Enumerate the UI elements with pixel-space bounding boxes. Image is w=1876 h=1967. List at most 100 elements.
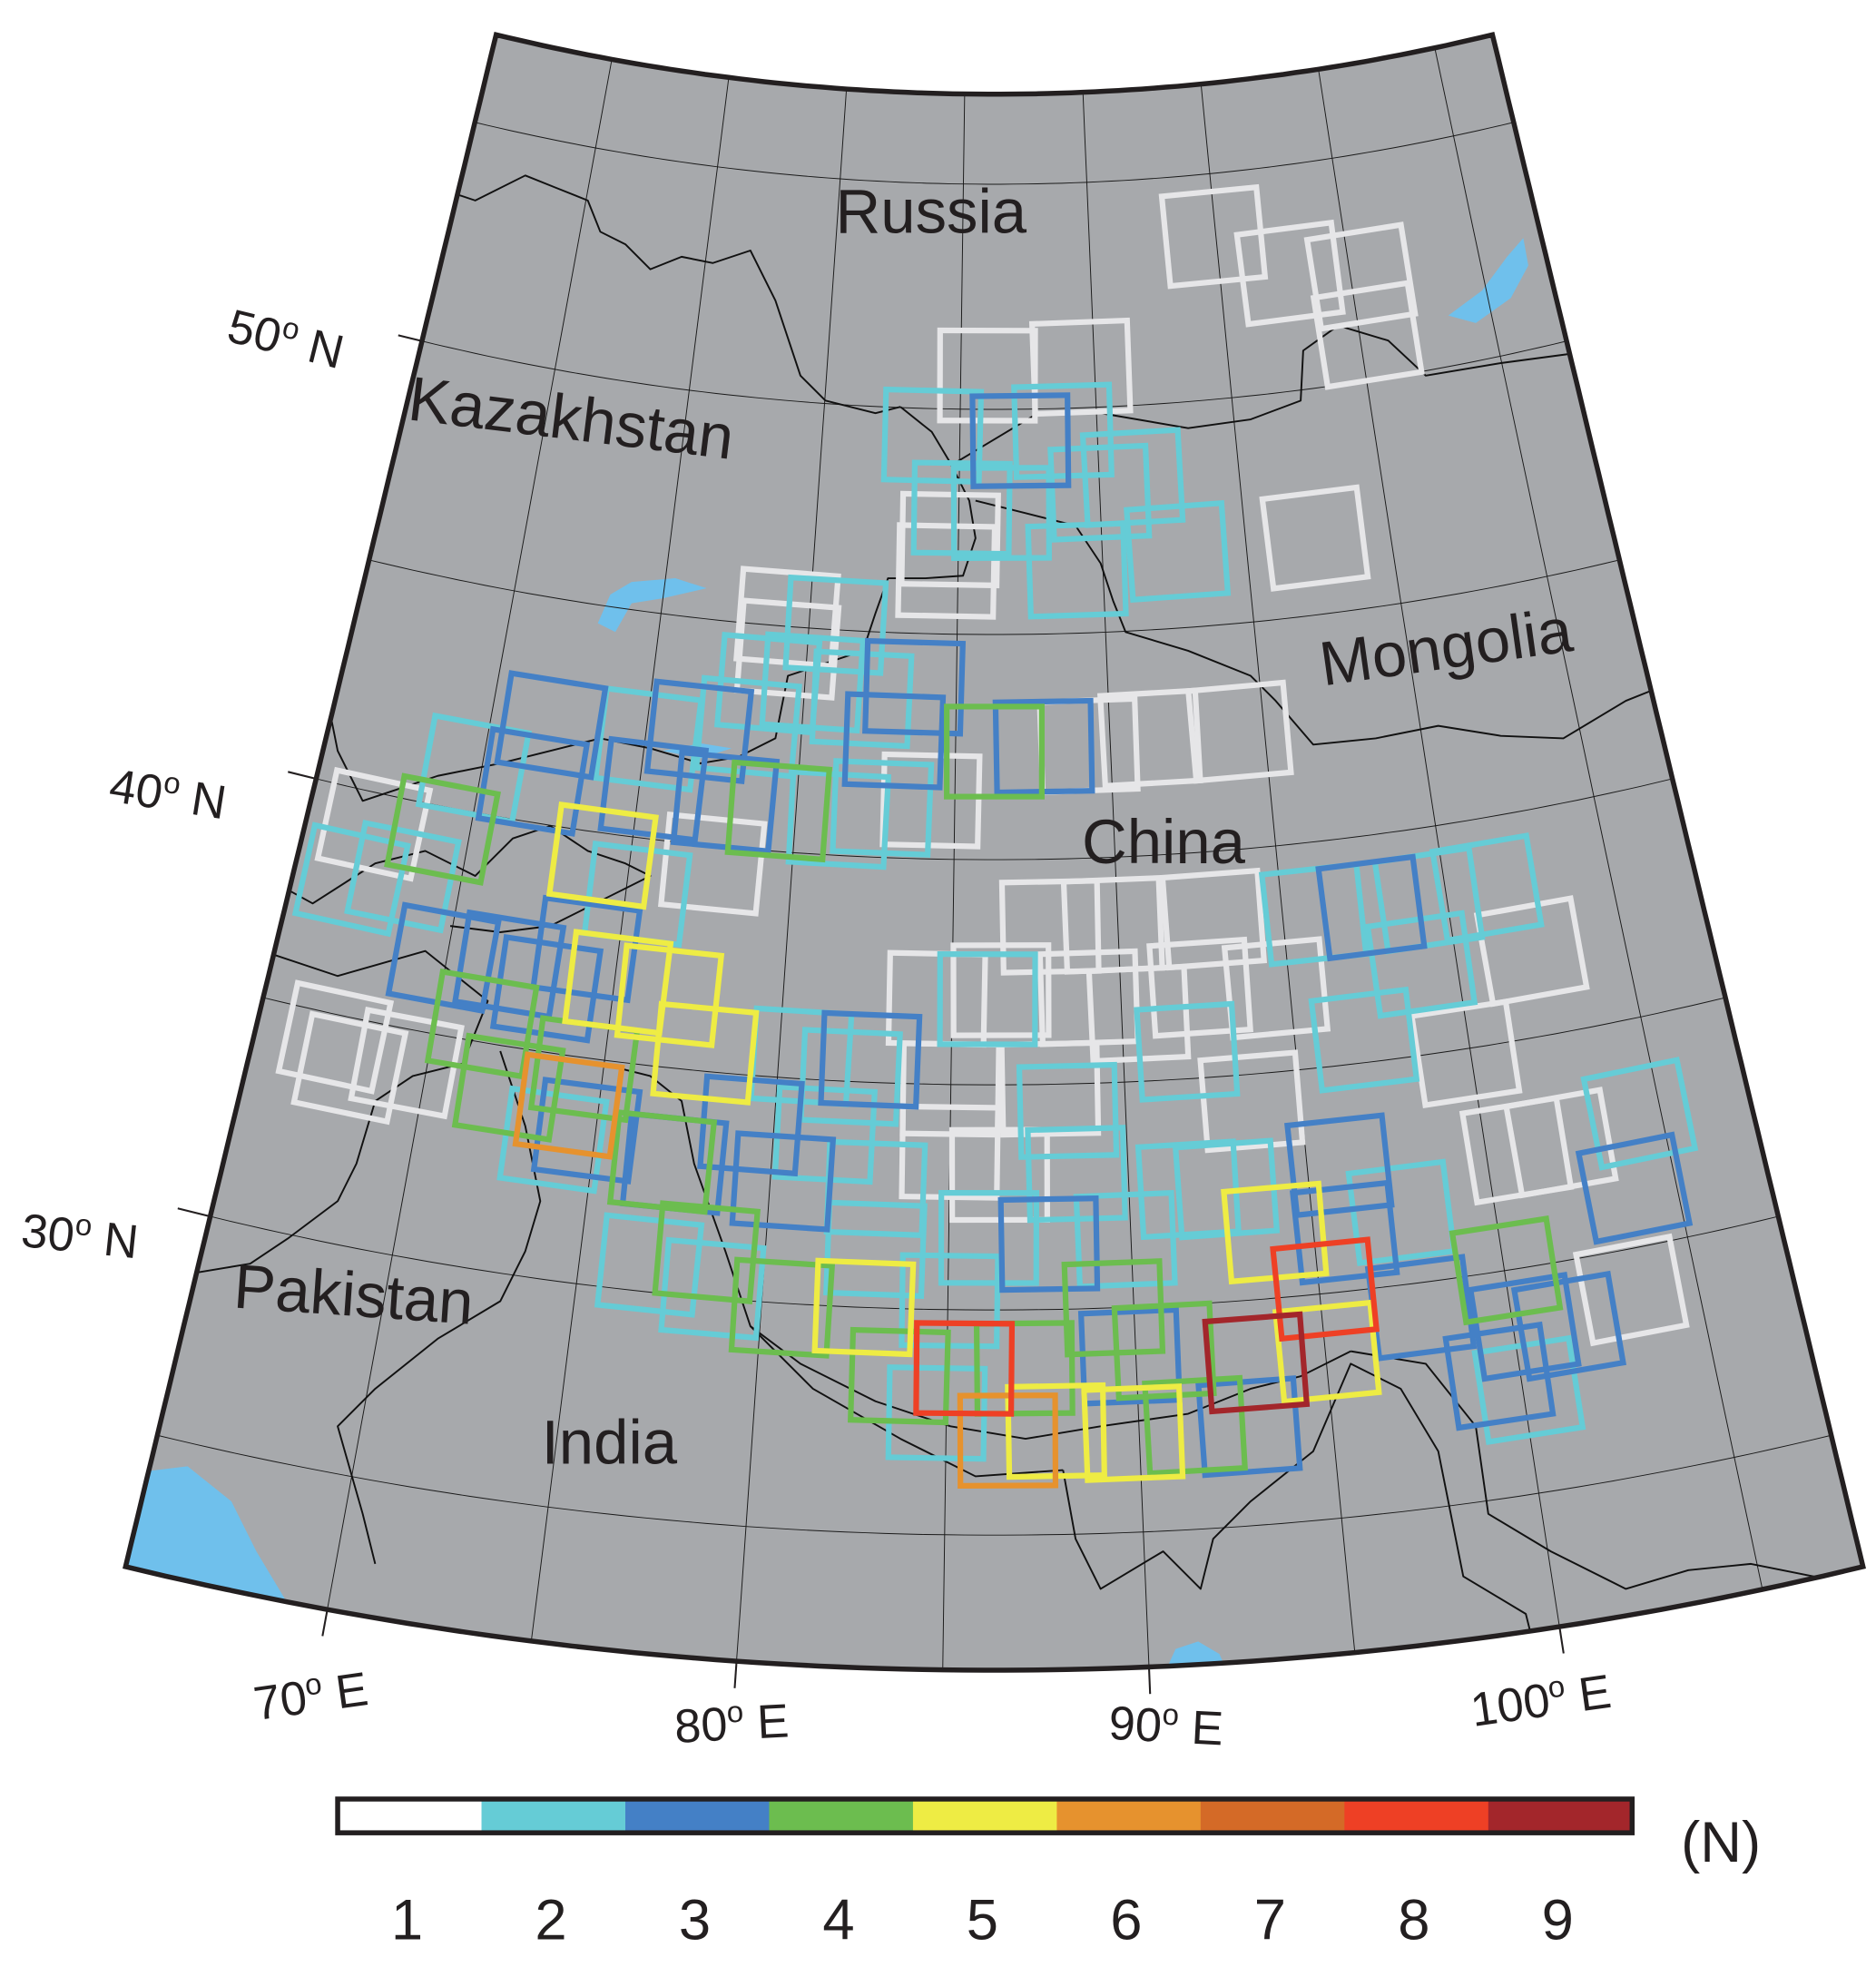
lat-tick-50 (398, 334, 423, 342)
lon-tick-90 (1147, 1667, 1152, 1695)
footprint-count-2 (823, 1199, 928, 1300)
meridian-80 (736, 89, 848, 1662)
border-central-asia (261, 824, 652, 933)
parallel-40 (316, 778, 1673, 861)
colorbar-label-9: 9 (1542, 1888, 1574, 1952)
footprint-count-4 (451, 1032, 566, 1143)
footprint-count-1 (1159, 867, 1268, 971)
colorbar-swatch-8 (1344, 1798, 1489, 1834)
footprint-count-8 (1270, 1236, 1380, 1342)
footprint-count-2 (798, 1027, 903, 1127)
footprint-count-3 (530, 1077, 643, 1185)
land-background (125, 34, 1863, 1671)
meridian-75 (530, 77, 730, 1641)
footprint-count-2 (759, 631, 867, 734)
border-nepal-india (750, 1325, 1064, 1478)
footprint-count-3 (451, 909, 567, 1020)
footprint-count-2 (1308, 986, 1420, 1094)
lon-tick-100 (1558, 1626, 1565, 1654)
footprint-count-5 (562, 929, 674, 1037)
footprint-count-3 (1077, 1306, 1183, 1407)
footprint-count-2 (785, 769, 892, 870)
footprint-count-3 (818, 1009, 923, 1110)
footprint-count-2 (1124, 500, 1232, 604)
footprint-count-4 (724, 759, 833, 863)
footprint-count-2 (1580, 1057, 1699, 1171)
footprint-count-3 (729, 1130, 837, 1233)
footprint-count-2 (1025, 520, 1129, 620)
footprint-count-4 (728, 1256, 836, 1359)
lon-tick-80 (733, 1661, 738, 1688)
footprint-count-2 (771, 1084, 878, 1185)
colorbar-swatch-7 (1200, 1798, 1346, 1834)
country-label-china: China (1082, 807, 1246, 877)
parallel-55 (475, 122, 1514, 185)
footprint-count-2 (1364, 910, 1478, 1019)
footprint-count-4 (652, 1200, 761, 1304)
country-label-india: India (542, 1408, 678, 1478)
footprint-count-1 (1233, 219, 1346, 328)
footprint-count-3 (530, 894, 643, 1004)
colorbar-label-1: 1 (391, 1888, 423, 1952)
parallel-25 (157, 1434, 1832, 1536)
footprint-count-1 (950, 942, 1052, 1038)
footprint-count-5 (545, 801, 659, 910)
footprint-count-2 (1371, 844, 1486, 955)
colorbar-label-5: 5 (967, 1888, 998, 1952)
footprint-count-1 (1184, 679, 1294, 784)
border-bangladesh-myanmar (1062, 1362, 1539, 1665)
footprint-count-2 (938, 1189, 1040, 1286)
colorbar-swatch-1 (338, 1798, 483, 1834)
meridian-105 (1434, 47, 1763, 1590)
footprint-count-5 (1221, 1180, 1330, 1285)
lake-baikal (1448, 238, 1528, 323)
footprint-count-4 (1449, 1215, 1564, 1326)
lat-label-50: 50o N (222, 298, 349, 379)
footprint-count-2 (1011, 381, 1115, 480)
footprint-count-1 (348, 1006, 465, 1120)
parallel-30 (210, 1215, 1779, 1311)
lake-balkhash (597, 578, 707, 633)
footprint-count-2 (344, 819, 462, 934)
colorbar-swatch-3 (625, 1798, 771, 1834)
footprint-count-1 (1572, 1233, 1690, 1347)
footprint-count-3 (494, 670, 609, 781)
map-frame (123, 31, 1866, 1673)
colorbar-swatch-4 (769, 1798, 914, 1834)
colorbar-swatch-2 (481, 1798, 626, 1834)
footprint-count-3 (841, 691, 947, 791)
footprint-count-5 (1081, 1383, 1186, 1483)
border-kazakhstan-china (499, 406, 977, 764)
footprint-count-2 (1345, 1158, 1458, 1266)
colorbar-unit-label: (N) (1681, 1811, 1761, 1874)
footprint-count-2 (1079, 427, 1186, 528)
footprint-count-5 (811, 1257, 917, 1358)
footprint-count-1 (658, 811, 768, 917)
footprint-count-6 (512, 1051, 625, 1160)
footprint-count-3 (1289, 1179, 1400, 1286)
footprint-count-5 (650, 1000, 760, 1106)
lat-tick-30 (177, 1207, 211, 1218)
footprint-count-1 (1097, 687, 1203, 790)
footprint-count-3 (969, 392, 1072, 489)
footprint-count-3 (997, 1195, 1101, 1293)
footprint-count-5 (614, 942, 725, 1048)
footprint-count-1 (1197, 1049, 1306, 1154)
footprint-count-4 (848, 1326, 951, 1426)
colorbar-label-8: 8 (1398, 1888, 1429, 1952)
footprint-count-2 (1047, 442, 1153, 543)
colorbar-swatch-5 (912, 1798, 1058, 1834)
colorbar-swatch-9 (1488, 1798, 1633, 1834)
footprint-count-3 (475, 725, 591, 837)
lon-label-100: 100o E (1468, 1664, 1615, 1737)
border-mongolia-china (975, 499, 1689, 746)
footprint-count-1 (895, 522, 998, 620)
footprint-count-1 (1473, 895, 1590, 1008)
footprint-count-2 (809, 648, 915, 750)
footprint-count-4 (973, 1320, 1076, 1417)
footprint-count-1 (998, 1039, 1102, 1138)
colorbar-label-4: 4 (822, 1888, 854, 1952)
footprint-count-2 (1073, 1189, 1178, 1290)
